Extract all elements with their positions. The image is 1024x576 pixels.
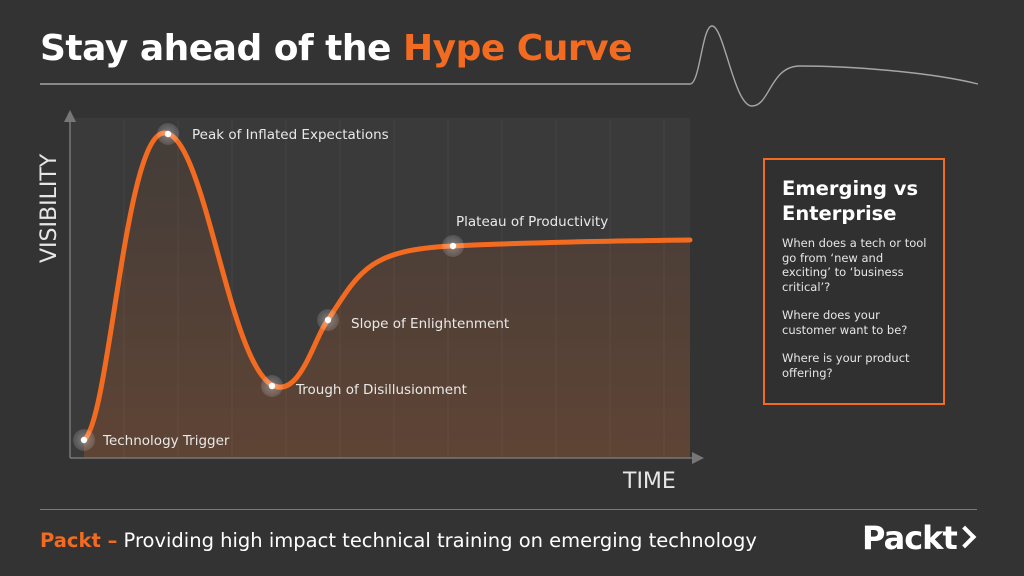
page-title: Stay ahead of the Hype Curve: [40, 28, 632, 69]
info-title-line1: Emerging vs: [782, 177, 919, 200]
stage-point: [268, 382, 276, 390]
footer-brand: Packt –: [40, 529, 118, 552]
info-question-3: Where is your product offering?: [782, 351, 910, 380]
y-axis-label: VISIBILITY: [37, 153, 62, 263]
footer-divider: [40, 509, 977, 510]
logo-text: Packt: [862, 519, 958, 557]
stage-label: Technology Trigger: [102, 433, 230, 449]
info-question-2: Where does your customer want to be?: [782, 308, 908, 337]
stage-label: Trough of Disillusionment: [295, 382, 467, 398]
footer-tagline: Packt – Providing high impact technical …: [40, 529, 757, 552]
info-question-1: When does a tech or tool go from ‘new an…: [782, 236, 927, 294]
curve-area-fill: [84, 132, 690, 458]
footer-tagline-text: Providing high impact technical training…: [117, 529, 757, 552]
info-title-line2: Enterprise: [782, 202, 897, 225]
title-prefix: Stay ahead of the: [40, 28, 403, 69]
stage-point: [164, 130, 172, 138]
stage-markers: Technology Trigger Peak of Inflated Expec…: [73, 123, 608, 451]
packt-logo: Packt: [862, 519, 977, 557]
y-axis-arrow-icon: [64, 110, 76, 122]
stage-label: Slope of Enlightenment: [351, 316, 509, 332]
x-axis-arrow-icon: [692, 452, 704, 464]
decorative-wave-line: [40, 25, 979, 107]
info-box-title: Emerging vs Enterprise: [782, 176, 931, 226]
info-box: Emerging vs Enterprise When does a tech …: [763, 158, 945, 405]
stage-label: Plateau of Productivity: [456, 214, 608, 230]
stage-point: [449, 242, 457, 250]
title-accent: Hype Curve: [402, 28, 633, 69]
stage-point: [80, 436, 88, 444]
hype-cycle-diagram: VISIBILITY TIME Technology Trigger Peak o…: [37, 110, 704, 494]
stage-point: [324, 316, 332, 324]
stage-label: Peak of Inflated Expectations: [192, 127, 389, 143]
x-axis-label: TIME: [622, 469, 676, 494]
